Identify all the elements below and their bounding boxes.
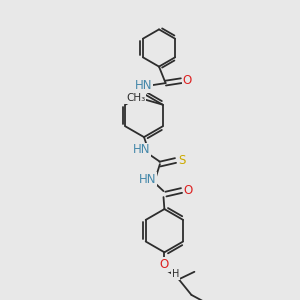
Text: H: H (172, 269, 179, 279)
Text: HN: HN (135, 79, 152, 92)
Text: O: O (160, 258, 169, 271)
Text: O: O (183, 74, 192, 87)
Text: HN: HN (139, 172, 157, 186)
Text: O: O (184, 184, 193, 197)
Text: HN: HN (133, 143, 151, 157)
Text: S: S (178, 154, 186, 167)
Text: CH₃: CH₃ (126, 93, 145, 103)
